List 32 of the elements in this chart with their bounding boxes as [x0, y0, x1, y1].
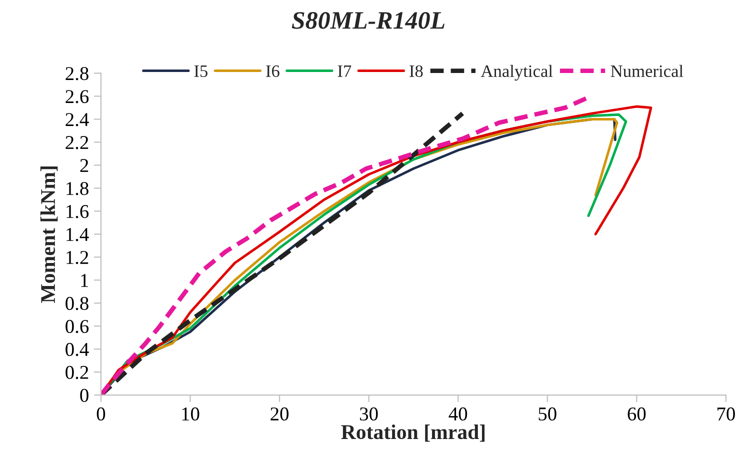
- y-tick-label: 1.8: [66, 182, 88, 196]
- y-tick-label: 1.2: [66, 250, 88, 264]
- y-tick-label: 0: [80, 388, 88, 402]
- y-tick-label: 2.2: [66, 136, 88, 150]
- y-axis-title: Moment [kNm]: [40, 166, 58, 303]
- legend-label: Analytical: [480, 64, 553, 81]
- x-tick-label: 20: [270, 407, 289, 421]
- y-tick-label: 2: [80, 159, 88, 172]
- legend-label: I5: [194, 65, 208, 78]
- y-tick-label: 2.8: [66, 67, 88, 80]
- legend-label: I8: [410, 65, 423, 78]
- y-tick-label: 1.6: [66, 205, 89, 218]
- x-tick-label: 50: [538, 407, 556, 421]
- y-tick-label: 2.6: [66, 90, 89, 104]
- chart-title: S80ML-R140L: [292, 12, 444, 29]
- y-tick-label: 0.8: [66, 296, 88, 310]
- x-tick-label: 30: [360, 407, 378, 421]
- y-tick-label: 0.4: [66, 342, 89, 356]
- y-tick-label: 0.2: [66, 366, 88, 380]
- y-tick-label: 0.6: [66, 320, 89, 334]
- y-tick-label: 1.4: [66, 228, 89, 242]
- x-axis-title: Rotation [mrad]: [341, 424, 485, 442]
- x-tick-label: 70: [718, 407, 735, 421]
- x-tick-label: 60: [628, 407, 646, 421]
- x-tick-label: 40: [448, 407, 468, 421]
- y-tick-label: 2.4: [66, 113, 89, 126]
- x-tick-label: 10: [182, 407, 200, 421]
- legend-label: Numerical: [610, 64, 684, 78]
- legend-label: I7: [338, 65, 352, 77]
- x-tick-label: 0: [96, 407, 106, 421]
- legend-label: I6: [266, 65, 280, 78]
- y-tick-label: 1: [81, 274, 88, 287]
